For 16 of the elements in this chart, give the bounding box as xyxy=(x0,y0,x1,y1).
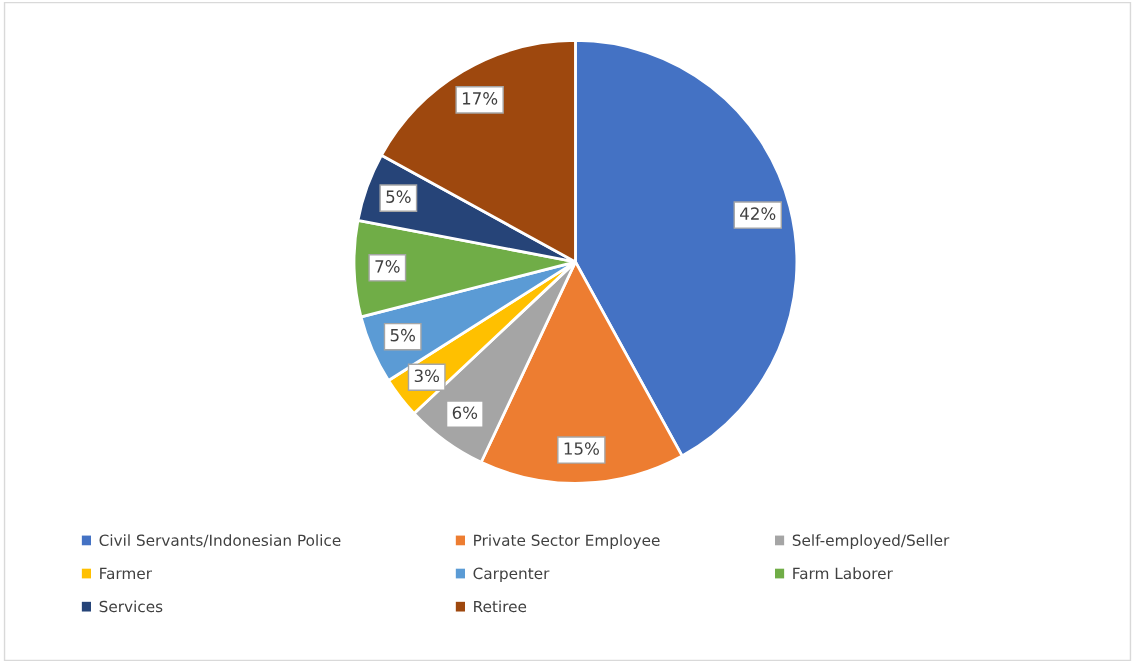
legend-label: Carpenter xyxy=(473,567,550,583)
data-label: 5% xyxy=(386,190,411,203)
legend-label: Retiree xyxy=(474,600,527,613)
data-label: 42% xyxy=(740,207,776,220)
legend-label: Farmer xyxy=(100,567,152,580)
data-label: 15% xyxy=(564,442,599,455)
data-label: 5% xyxy=(390,328,415,342)
data-label: 6% xyxy=(452,406,478,419)
legend-label: Self-employed/Seller xyxy=(792,534,950,549)
legend-label: Civil Servants/Indonesian Police xyxy=(99,534,341,548)
legend-label: Private Sector Employee xyxy=(474,534,660,549)
data-label: 17% xyxy=(462,92,498,105)
legend-label: Services xyxy=(99,600,163,613)
data-label: 7% xyxy=(375,260,400,273)
data-label: 3% xyxy=(414,369,440,383)
legend-label: Farm Laborer xyxy=(793,567,893,580)
